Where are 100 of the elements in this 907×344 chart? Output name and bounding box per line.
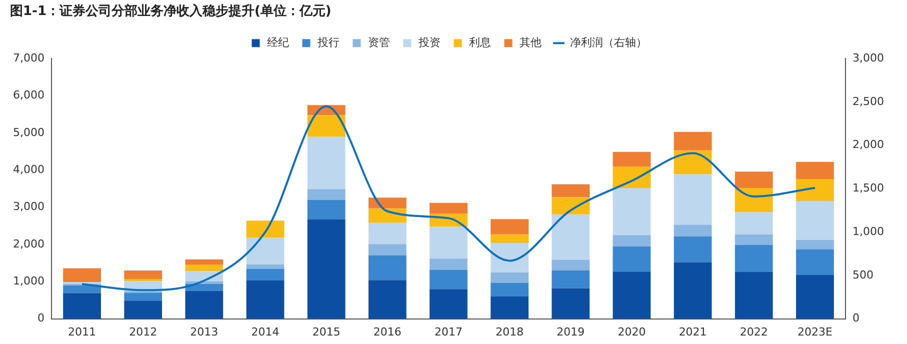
x-tick-label: 2011 xyxy=(68,325,96,338)
x-tick-label: 2012 xyxy=(129,325,158,338)
bar xyxy=(734,272,773,319)
x-tick-label: 2020 xyxy=(618,325,646,338)
bar xyxy=(796,179,834,201)
y2-tick-label: 1,000 xyxy=(852,224,884,238)
y2-tick-label: 0 xyxy=(852,312,860,325)
chart-title: 图1-1：证券公司分部业务净收入稳步提升(单位：亿元) xyxy=(10,3,332,20)
bar xyxy=(124,300,162,319)
bar xyxy=(612,272,651,319)
y-tick-label: 6,000 xyxy=(12,88,44,102)
bar xyxy=(674,262,712,319)
bar xyxy=(490,234,529,243)
x-tick-label: 2018 xyxy=(496,325,524,338)
bar xyxy=(796,162,834,180)
y-tick-label: 2,000 xyxy=(12,237,44,250)
bar xyxy=(734,244,773,272)
x-tick-label: 2013 xyxy=(190,325,218,338)
bar xyxy=(612,246,651,272)
y-tick-label: 3,000 xyxy=(12,200,44,214)
bar xyxy=(612,188,651,236)
bar xyxy=(124,270,162,280)
x-tick-label: 2019 xyxy=(556,325,585,338)
bar xyxy=(796,249,834,275)
bar xyxy=(734,234,773,245)
x-tick-label: 2023E xyxy=(797,325,832,338)
x-tick-label: 2014 xyxy=(251,325,280,338)
bar xyxy=(612,235,651,246)
bar xyxy=(552,184,590,198)
x-tick-label: 2015 xyxy=(312,325,340,338)
bar xyxy=(307,220,346,319)
bar xyxy=(368,280,406,319)
bar xyxy=(674,174,712,225)
line-series xyxy=(81,105,816,292)
bar xyxy=(552,214,590,260)
bar xyxy=(368,255,406,280)
bar xyxy=(185,284,224,291)
bar xyxy=(307,200,346,220)
bar xyxy=(430,226,468,259)
bar xyxy=(552,260,590,270)
y2-tick-label: 1,500 xyxy=(852,182,884,195)
legend-label: 经纪 xyxy=(266,36,289,49)
bar xyxy=(246,264,284,269)
y-tick-label: 5,000 xyxy=(12,126,44,139)
bar xyxy=(307,189,346,200)
bar xyxy=(185,259,224,265)
bar xyxy=(490,219,529,234)
bar xyxy=(246,268,284,281)
bar xyxy=(796,200,834,240)
bar xyxy=(796,274,834,319)
bar xyxy=(246,220,284,238)
x-tick-label: 2021 xyxy=(678,325,707,338)
bar xyxy=(674,132,712,150)
x-tick-label: 2016 xyxy=(373,325,402,338)
y-tick-label: 7,000 xyxy=(12,51,44,64)
bar xyxy=(490,272,529,283)
bar xyxy=(490,242,529,272)
bar xyxy=(63,285,101,294)
bar xyxy=(368,222,406,244)
bar xyxy=(246,238,284,265)
legend-label: 其他 xyxy=(519,36,542,49)
y2-tick-label: 2,000 xyxy=(852,138,884,152)
legend-label: 投行 xyxy=(316,36,340,49)
bar xyxy=(124,292,162,301)
bar xyxy=(185,264,224,272)
bar xyxy=(612,152,651,167)
legend-label: 资管 xyxy=(368,36,390,49)
bar xyxy=(63,268,101,282)
bar xyxy=(63,293,101,319)
legend-label: 投资 xyxy=(417,36,440,49)
bar xyxy=(368,244,406,256)
bar xyxy=(368,208,406,223)
bar xyxy=(185,290,224,319)
y-tick-label: 4,000 xyxy=(12,162,44,176)
bar xyxy=(430,202,468,214)
bar xyxy=(490,282,529,296)
bar xyxy=(430,258,468,270)
bar xyxy=(430,289,468,319)
y2-tick-label: 500 xyxy=(852,268,874,282)
y2-tick-label: 2,500 xyxy=(852,94,884,108)
bar xyxy=(734,172,773,188)
bar xyxy=(552,197,590,214)
bar xyxy=(368,198,406,208)
legend-label: 利息 xyxy=(468,36,491,49)
bar xyxy=(796,240,834,250)
bar xyxy=(307,136,346,190)
bar xyxy=(246,280,284,319)
legend-label: 净利润（右轴） xyxy=(570,36,647,49)
y2-tick-label: 3,000 xyxy=(852,51,884,64)
x-tick-label: 2022 xyxy=(740,325,768,338)
bar xyxy=(552,288,590,319)
bar xyxy=(490,296,529,319)
y-tick-label: 1,000 xyxy=(12,274,44,288)
bar xyxy=(734,188,773,212)
y-tick-label: 0 xyxy=(37,312,44,325)
x-tick-label: 2017 xyxy=(434,325,462,338)
bar xyxy=(552,270,590,288)
bar xyxy=(674,236,712,262)
bar xyxy=(674,224,712,236)
bar xyxy=(734,212,773,234)
